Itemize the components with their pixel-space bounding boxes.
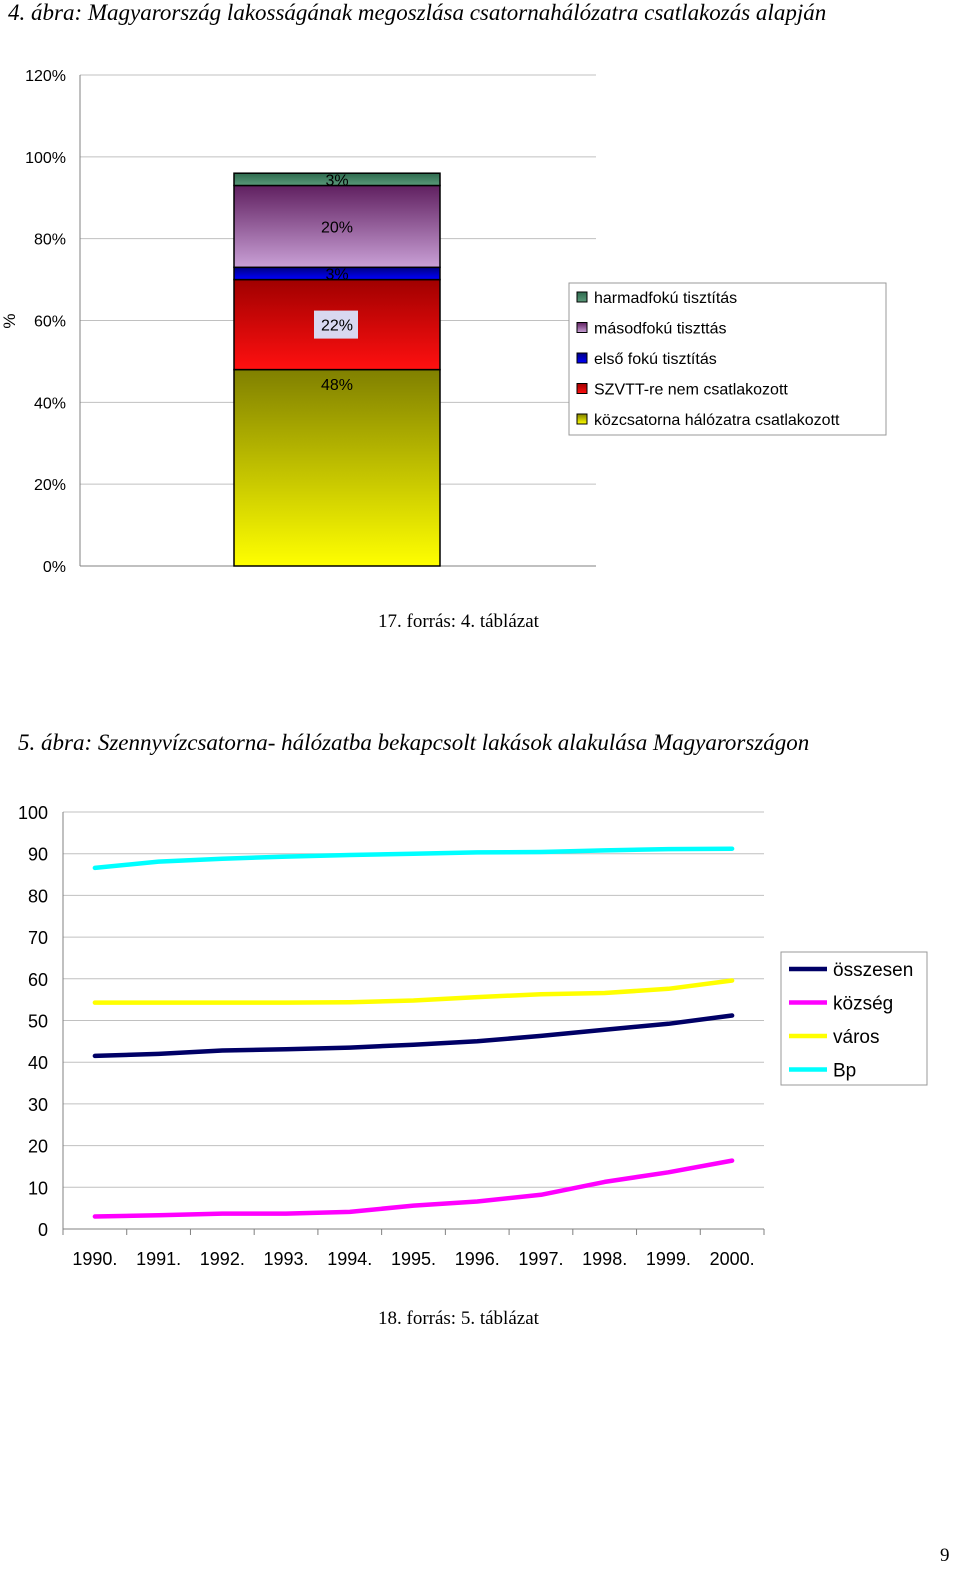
x-tick-label: 1994. (327, 1249, 372, 1269)
y-tick-label: 40 (28, 1053, 48, 1073)
legend-box (780, 951, 928, 1086)
data-label: 20% (321, 219, 353, 236)
series-line (92, 978, 735, 1005)
y-tick-label: 70 (28, 928, 48, 948)
y-tick-label: 60 (28, 970, 48, 990)
legend-label: első fokú tisztítás (594, 351, 717, 368)
x-tick-label: 1990. (72, 1249, 117, 1269)
legend: harmadfokú tisztítás másodfokú tiszttás el… (568, 282, 887, 436)
data-label: 22% (321, 318, 353, 335)
figure-5-title: 5. ábra: Szennyvízcsatorna- hálózatba be… (18, 730, 810, 755)
y-tick-label: 10 (28, 1178, 48, 1198)
legend-swatch (576, 383, 588, 394)
y-tick-label: 0 (38, 1220, 48, 1240)
y-axis-label: % (0, 313, 19, 328)
legend-swatch (576, 291, 588, 303)
y-tick-label: 30 (28, 1095, 48, 1115)
y-tick-label: 80% (34, 232, 66, 249)
legend-label: közcsatorna hálózatra csatlakozott (594, 412, 840, 429)
legend-label: város (833, 1027, 879, 1048)
x-tick-label: 1998. (582, 1249, 627, 1269)
bar-segment (233, 172, 441, 187)
y-tick-label: 0% (43, 559, 66, 576)
y-tick-label: 100 (18, 803, 48, 823)
legend-label: másodfokú tiszttás (594, 321, 727, 338)
x-tick-label: 1996. (455, 1249, 500, 1269)
bar-segment (233, 368, 441, 567)
page-number: 9 (940, 1545, 950, 1566)
data-label: 48% (321, 377, 353, 394)
bar-segment (233, 184, 441, 269)
x-tick-label: 1997. (518, 1249, 563, 1269)
y-tick-label: 60% (34, 314, 66, 331)
figure-5-source: 18. forrás: 5. táblázat (378, 1308, 539, 1329)
series-line (92, 846, 735, 871)
legend-label: SZVTT-re nem csatlakozott (594, 382, 788, 399)
figure-4-title: 4. ábra: Magyarország lakosságának megos… (8, 0, 827, 25)
legend-box (568, 282, 887, 436)
y-tick-label: 90 (28, 845, 48, 865)
x-tick-label: 1991. (136, 1249, 181, 1269)
y-tick-label: 20 (28, 1137, 48, 1157)
y-tick-label: 80 (28, 886, 48, 906)
x-tick-label: 1993. (264, 1249, 309, 1269)
x-tick-label: 2000. (710, 1249, 755, 1269)
legend-label: harmadfokú tisztítás (594, 290, 737, 307)
series-line (92, 1013, 735, 1059)
legend: összesen község város Bp (780, 951, 928, 1086)
legend-swatch (576, 352, 588, 364)
bar-segment (233, 278, 441, 371)
data-label: 3% (325, 172, 348, 189)
y-tick-label: 50 (28, 1012, 48, 1032)
data-label: 3% (325, 266, 348, 283)
x-tick-label: 1999. (646, 1249, 691, 1269)
legend-label: összesen (833, 960, 913, 981)
series-line (92, 1158, 735, 1219)
legend-swatch (576, 413, 588, 425)
y-tick-label: 120% (25, 68, 66, 85)
legend-label: Bp (833, 1061, 856, 1082)
data-label-background (314, 310, 358, 339)
x-tick-label: 1995. (391, 1249, 436, 1269)
stacked-bar-chart: 0% 20% 40% 60% 80% 100% 120% % 48% 22% 3% 20% 3% h… (0, 68, 887, 576)
legend-swatch (576, 322, 588, 333)
legend-label: község (833, 994, 893, 1015)
y-tick-label: 100% (25, 150, 66, 167)
y-tick-label: 20% (34, 477, 66, 494)
x-tick-label: 1992. (200, 1249, 245, 1269)
figure-4-source: 17. forrás: 4. táblázat (378, 611, 539, 632)
y-tick-label: 40% (34, 395, 66, 412)
